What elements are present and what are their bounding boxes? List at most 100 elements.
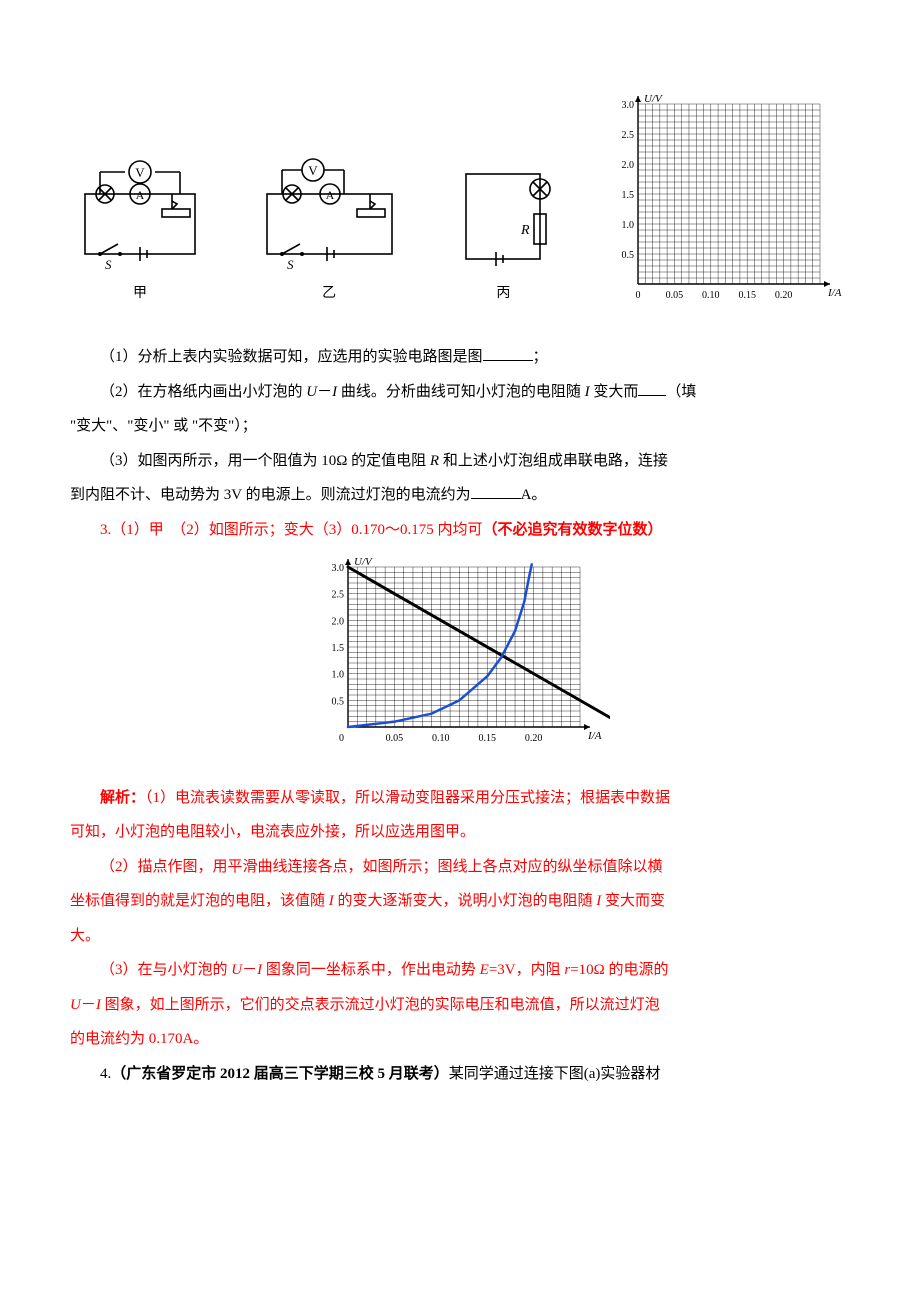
q2-dash: －: [317, 384, 332, 400]
expl-p2-l3: 大。: [70, 919, 850, 954]
circuit-bing-svg: R: [448, 154, 558, 274]
q2-line1: （2）在方格纸内画出小灯泡的 U－I 曲线。分析曲线可知小灯泡的电阻随 I 变大…: [70, 375, 850, 410]
answer-line: 3.（1）甲 （2）如图所示；变大（3）0.170～0.175 内均可（不必追究…: [70, 513, 850, 548]
q4-num: 4.: [100, 1066, 111, 1082]
expl-p3-l2b: 图象，如上图所示，它们的交点表示流过小灯泡的实际电压和电流值，所以流过灯泡: [101, 997, 660, 1013]
expl-p3-eq2: =10Ω 的电源的: [570, 962, 668, 978]
svg-text:0.15: 0.15: [478, 733, 496, 744]
svg-text:2.0: 2.0: [332, 616, 345, 627]
svg-text:0.20: 0.20: [525, 733, 543, 744]
q2-line2: "变大"、"变小" 或 "不变"）；: [70, 409, 850, 444]
svg-text:3.0: 3.0: [621, 100, 634, 111]
svg-text:0: 0: [339, 733, 344, 744]
answer-graph-wrap: U/VI/A0.51.01.52.02.53.00.050.100.150.20…: [70, 553, 850, 767]
expl-p3-u: U: [231, 962, 242, 978]
expl-p3-e: E: [480, 962, 489, 978]
q3-a: （3）如图丙所示，用一个阻值为 10Ω 的定值电阻: [100, 453, 430, 469]
svg-text:0.15: 0.15: [738, 290, 756, 301]
circuit-jia: V A S 甲: [70, 154, 210, 310]
svg-text:0: 0: [635, 290, 640, 301]
svg-text:2.5: 2.5: [621, 130, 634, 141]
expl-p1-a: （1）电流表读数需要从零读取，所以滑动变阻器采用分压式接法；根据表中数据: [145, 790, 670, 806]
circuit-bing-label: 丙: [496, 278, 510, 310]
ammeter-glyph: A: [136, 188, 145, 202]
expl-p1-b: 可知，小灯泡的电阻较小，电流表应外接，所以应选用图甲。: [70, 824, 475, 840]
answer-main: 3.（1）甲 （2）如图所示；变大（3）0.170～0.175 内均可: [100, 522, 483, 538]
expl-p3-u2: U: [70, 997, 81, 1013]
svg-text:0.10: 0.10: [432, 733, 450, 744]
svg-text:0.05: 0.05: [666, 290, 684, 301]
svg-text:2.5: 2.5: [332, 590, 345, 601]
expl-p2-l1: （2）描点作图，用平滑曲线连接各点，如图所示；图线上各点对应的纵坐标值除以横: [70, 850, 850, 885]
svg-text:3.0: 3.0: [332, 563, 345, 574]
blank-grid-svg: U/V I/A 0.5 1.0 1.5 2.0 2.5 3.0 0 0.05 0.10 0.15 0.2…: [600, 90, 850, 310]
svg-text:I/A: I/A: [587, 730, 602, 742]
voltmeter-glyph-2: V: [308, 163, 318, 178]
q2-c: 变大而: [590, 384, 639, 400]
expl-p3-l1: （3）在与小灯泡的 U－I 图象同一坐标系中，作出电动势 E=3V，内阻 r=1…: [70, 953, 850, 988]
q1: （1）分析上表内实验数据可知，应选用的实验电路图是图 ；: [70, 340, 850, 375]
q2-u: U: [306, 384, 317, 400]
circuit-yi-label: 乙: [322, 278, 336, 310]
svg-text:1.5: 1.5: [332, 643, 345, 654]
blank-3: [471, 485, 521, 500]
q3-line2a: 到内阻不计、电动势为 3V 的电源上。则流过灯泡的电流约为: [70, 487, 471, 503]
svg-text:0.20: 0.20: [775, 290, 793, 301]
q3-b: 和上述小灯泡组成串联电路，连接: [439, 453, 668, 469]
q1-text-a: （1）分析上表内实验数据可知，应选用的实验电路图是图: [100, 349, 483, 365]
svg-text:1.0: 1.0: [332, 670, 345, 681]
ammeter-glyph-2: A: [325, 188, 334, 202]
figure-row: V A S 甲: [70, 90, 850, 310]
expl-label: 解析：: [100, 790, 145, 806]
expl-p2-l2: 坐标值得到的就是灯泡的电阻，该值随 I 的变大逐渐变大，说明小灯泡的电阻随 I …: [70, 884, 850, 919]
svg-text:1.5: 1.5: [621, 190, 634, 201]
svg-text:0.10: 0.10: [702, 290, 720, 301]
q3-line2b: A。: [521, 487, 547, 503]
page: V A S 甲: [0, 0, 920, 1151]
switch-label: S: [105, 257, 112, 272]
expl-p3-a: （3）在与小灯泡的: [100, 962, 231, 978]
svg-text:U/V: U/V: [644, 93, 663, 105]
q2-d: （填: [666, 384, 696, 400]
svg-text:0.05: 0.05: [386, 733, 404, 744]
switch-label-2: S: [287, 257, 294, 272]
resistor-label: R: [520, 223, 530, 238]
expl-p3-dash2: －: [81, 997, 96, 1013]
q2-a: （2）在方格纸内画出小灯泡的: [100, 384, 306, 400]
circuit-jia-svg: V A S: [70, 154, 210, 274]
circuit-yi-svg: V A S: [252, 154, 407, 274]
svg-text:2.0: 2.0: [621, 160, 634, 171]
q3-line1: （3）如图丙所示，用一个阻值为 10Ω 的定值电阻 R 和上述小灯泡组成串联电路…: [70, 444, 850, 479]
voltmeter-glyph: V: [135, 165, 145, 180]
answer-graph-svg: U/VI/A0.51.01.52.02.53.00.050.100.150.20…: [310, 553, 610, 753]
expl-p2-c: 的变大逐渐变大，说明小灯泡的电阻随: [334, 893, 597, 909]
answer-note: （不必追究有效数字位数）: [483, 522, 663, 538]
expl-p3-line3: 的电流约为 0.170A。: [70, 1031, 208, 1047]
expl-p3-b: 图象同一坐标系中，作出电动势: [262, 962, 480, 978]
blank-2: [638, 381, 666, 396]
q2-line2-text: "变大"、"变小" 或 "不变"）；: [70, 418, 257, 434]
expl-p2-d: 变大而变: [601, 893, 665, 909]
blank-1: [483, 347, 533, 362]
svg-text:U/V: U/V: [354, 556, 373, 568]
expl-p3-l3: 的电流约为 0.170A。: [70, 1022, 850, 1057]
q4-text: 某同学通过连接下图(a)实验器材: [449, 1066, 661, 1082]
blank-grid: U/V I/A 0.5 1.0 1.5 2.0 2.5 3.0 0 0.05 0.10 0.15 0.2…: [600, 90, 850, 310]
expl-p1-l1: 解析：（1）电流表读数需要从零读取，所以滑动变阻器采用分压式接法；根据表中数据: [70, 781, 850, 816]
expl-p1-l2: 可知，小灯泡的电阻较小，电流表应外接，所以应选用图甲。: [70, 815, 850, 850]
circuit-yi: V A S 乙: [252, 154, 407, 310]
expl-p3-dash: －: [242, 962, 257, 978]
q3-line2: 到内阻不计、电动势为 3V 的电源上。则流过灯泡的电流约为 A。: [70, 478, 850, 513]
expl-p2-b: 坐标值得到的就是灯泡的电阻，该值随: [70, 893, 329, 909]
svg-text:0.5: 0.5: [621, 250, 634, 261]
circuit-jia-label: 甲: [133, 278, 147, 310]
q4-src: （广东省罗定市 2012 届高三下学期三校 5 月联考）: [111, 1066, 449, 1082]
expl-p3-l2: U－I 图象，如上图所示，它们的交点表示流过小灯泡的实际电压和电流值，所以流过灯…: [70, 988, 850, 1023]
expl-p3-eq1: =3V，内阻: [489, 962, 565, 978]
q2-b: 曲线。分析曲线可知小灯泡的电阻随: [337, 384, 585, 400]
q3-r: R: [430, 453, 439, 469]
q1-text-b: ；: [533, 349, 548, 365]
circuit-bing: R 丙: [448, 154, 558, 310]
svg-text:1.0: 1.0: [621, 220, 634, 231]
svg-text:I/A: I/A: [827, 287, 842, 299]
